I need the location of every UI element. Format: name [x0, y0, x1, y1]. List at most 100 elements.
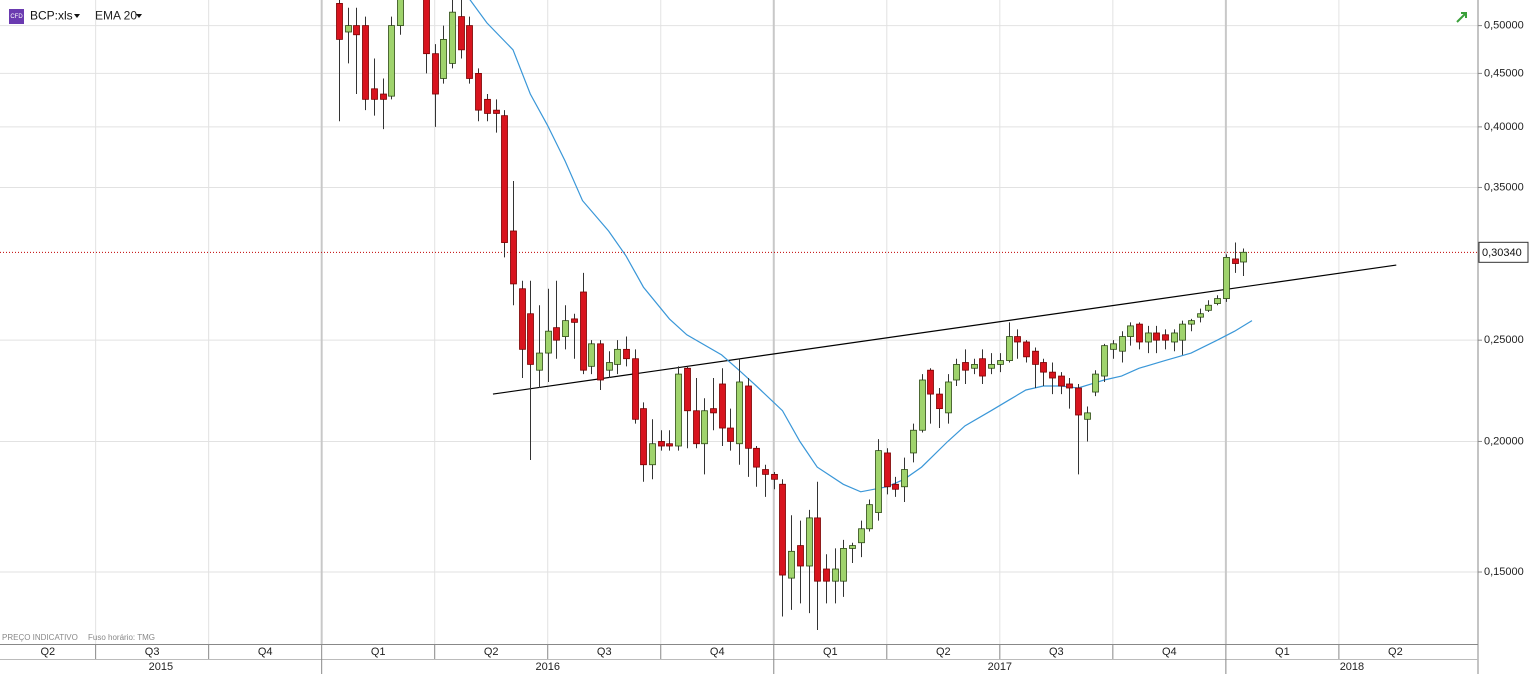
candle-body — [423, 0, 430, 55]
quarter-label: Q4 — [710, 646, 725, 658]
candle-body — [466, 25, 473, 79]
candle-body — [380, 93, 387, 100]
instrument-type: CFD — [10, 14, 23, 20]
candle-body — [640, 408, 647, 466]
candle-body — [449, 11, 456, 64]
candle-body — [527, 313, 534, 365]
candle-body — [797, 545, 804, 567]
candle-body — [875, 450, 882, 513]
candle-body — [1101, 345, 1108, 377]
candle-body — [979, 358, 986, 377]
candle-body — [945, 381, 952, 414]
candle-body — [1040, 362, 1047, 373]
candle-body — [1084, 412, 1091, 420]
candle-body — [997, 360, 1004, 365]
candle-body — [632, 358, 639, 420]
candle-body — [901, 469, 908, 488]
trendline — [492, 264, 1397, 395]
candle-body — [1171, 332, 1178, 343]
candle-body — [1179, 323, 1186, 341]
candle-body — [753, 447, 760, 468]
candle-body — [1162, 334, 1169, 341]
candle-body — [371, 88, 378, 100]
y-tick-label: 0,15000 — [1484, 566, 1524, 578]
candle-body — [1153, 332, 1160, 341]
candle-body — [1127, 325, 1134, 337]
candle-body — [1058, 375, 1065, 387]
candle-body — [614, 348, 621, 365]
candle-body — [823, 568, 830, 582]
indicator-label[interactable]: EMA 20 — [95, 9, 137, 23]
plot-area — [0, 0, 1478, 631]
candle-body — [1223, 257, 1230, 299]
candle-body — [658, 441, 665, 447]
candle-body — [571, 318, 578, 323]
candle-body — [762, 469, 769, 475]
footnote: PREÇO INDICATIVO — [2, 633, 78, 642]
candle-body — [1032, 350, 1039, 365]
candle-body — [675, 373, 682, 447]
symbol-dropdown[interactable] — [74, 14, 80, 18]
price-label-box — [1478, 241, 1529, 263]
quarter-label: Q2 — [1388, 646, 1403, 658]
year-label: 2018 — [1340, 661, 1364, 673]
candle-body — [788, 550, 795, 579]
candle-body — [1006, 336, 1013, 361]
candle-body — [1110, 343, 1117, 350]
candle-body — [1119, 336, 1126, 352]
year-label: 2017 — [988, 661, 1012, 673]
candle-body — [588, 343, 595, 367]
candle-body — [493, 109, 500, 114]
candle-body — [388, 25, 395, 97]
candle-body — [988, 364, 995, 369]
candle-body — [623, 348, 630, 360]
candle-body — [849, 545, 856, 549]
candle-body — [1136, 323, 1143, 343]
candle-body — [345, 25, 352, 33]
candle-body — [779, 483, 786, 576]
ema-line — [469, 0, 1253, 493]
candle-body — [1092, 373, 1099, 393]
candle-body — [927, 369, 934, 395]
candle-body — [962, 362, 969, 371]
quarter-label: Q1 — [1275, 646, 1290, 658]
y-tick-label: 0,40000 — [1484, 121, 1524, 133]
candle-body — [936, 393, 943, 410]
candle-body — [562, 320, 569, 337]
candle-body — [484, 98, 491, 114]
candle-body — [910, 429, 917, 454]
candle-body — [771, 473, 778, 480]
candle-body — [1197, 313, 1204, 318]
year-label: 2015 — [149, 661, 173, 673]
candle-body — [919, 379, 926, 431]
candle-body — [1205, 304, 1212, 311]
candle-body — [501, 115, 508, 243]
candle-body — [701, 410, 708, 445]
candle-body — [519, 288, 526, 350]
y-tick-label: 0,50000 — [1484, 19, 1524, 31]
candle-body — [866, 504, 873, 530]
indicator-dropdown[interactable] — [136, 14, 142, 18]
y-tick-label: 0,20000 — [1484, 435, 1524, 447]
candle-body — [545, 330, 552, 354]
candle-body — [606, 362, 613, 371]
symbol[interactable]: BCP:xls — [30, 9, 73, 23]
candle-body — [892, 483, 899, 490]
candle-body — [806, 517, 813, 567]
candle-body — [953, 364, 960, 381]
price-label: 0,30340 — [1482, 247, 1522, 259]
candle-body — [832, 568, 839, 582]
candle-body — [440, 39, 447, 79]
candle-body — [510, 230, 517, 285]
candle-body — [536, 352, 543, 371]
y-tick-label: 0,25000 — [1484, 334, 1524, 346]
y-tick-label: 0,45000 — [1484, 67, 1524, 79]
candle-body — [684, 367, 691, 412]
quarter-label: Q4 — [1162, 646, 1177, 658]
candle-body — [814, 517, 821, 582]
trend-icon[interactable] — [1456, 12, 1467, 23]
candle-body — [475, 73, 482, 111]
